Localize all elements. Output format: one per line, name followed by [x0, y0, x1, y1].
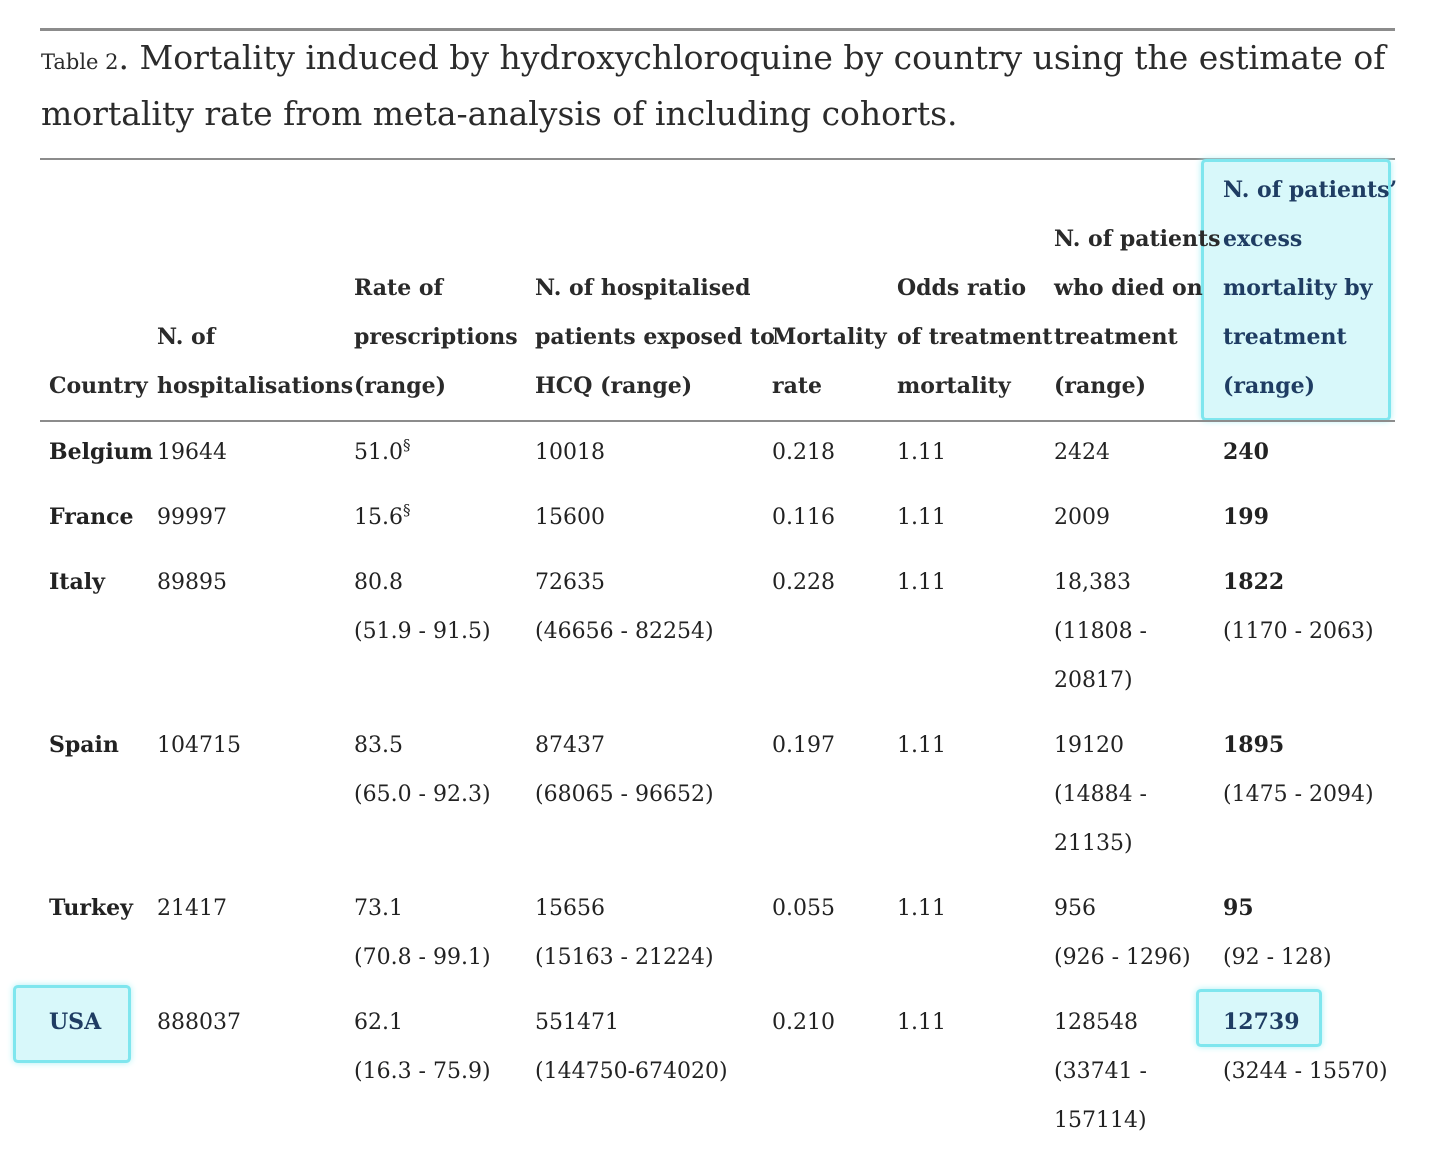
section-footnote-mark: § — [402, 501, 411, 519]
section-footnote-mark: § — [402, 436, 411, 454]
exposed-cell: 72635 (46656 - 82254) — [535, 570, 714, 644]
caption-top-rule — [40, 28, 1395, 31]
died-cell: 19120 (14884 - 21135) — [1054, 733, 1147, 856]
excess-cell: 199 — [1223, 504, 1269, 530]
hospitalisations-cell: 21417 — [157, 896, 227, 921]
mortality-rate-cell: 0.228 — [772, 570, 835, 595]
exposed-cell: 15600 — [535, 505, 605, 530]
header-odds-ratio: Odds ratio of treatment mortality — [897, 275, 1053, 399]
header-top-rule — [40, 158, 1395, 160]
country-cell: France — [49, 504, 134, 530]
hospitalisations-cell: 888037 — [157, 1010, 241, 1035]
odds-ratio-cell: 1.11 — [897, 1010, 946, 1035]
excess-mortality-header-highlight — [1204, 162, 1388, 418]
table-caption: Table 2. Mortality induced by hydroxychl… — [41, 32, 1401, 139]
excess-cell: 240 — [1223, 439, 1269, 465]
header-exposed: N. of hospitalised patients exposed to H… — [535, 275, 775, 399]
mortality-rate-cell: 0.197 — [772, 733, 835, 758]
prescriptions-cell: 62.1 (16.3 - 75.9) — [354, 1010, 491, 1084]
country-cell: Turkey — [49, 895, 133, 921]
exposed-cell: 10018 — [535, 440, 605, 465]
died-cell: 2424 — [1054, 440, 1110, 465]
prescriptions-cell: 83.5 (65.0 - 92.3) — [354, 733, 491, 807]
odds-ratio-cell: 1.11 — [897, 440, 946, 465]
country-cell: Italy — [49, 569, 105, 595]
header-hospitalisations: N. of hospitalisations — [157, 324, 354, 399]
header-excess-mortality: N. of patients’ excess mortality by trea… — [1223, 177, 1398, 399]
mortality-rate-cell: 0.116 — [772, 505, 835, 530]
header-bottom-rule — [40, 420, 1395, 422]
excess-cell: 1895 (1475 - 2094) — [1223, 732, 1374, 807]
usa-country-highlight — [16, 988, 128, 1060]
country-cell: USA — [49, 1009, 102, 1035]
prescriptions-cell: 51.0§ — [354, 436, 411, 466]
caption-text: . Mortality induced by hydroxychloroquin… — [41, 38, 1386, 133]
hospitalisations-cell: 104715 — [157, 733, 241, 758]
hospitalisations-cell: 99997 — [157, 505, 227, 530]
prescriptions-cell: 15.6§ — [354, 501, 411, 531]
died-cell: 956 (926 - 1296) — [1054, 896, 1191, 970]
exposed-cell: 15656 (15163 - 21224) — [535, 896, 714, 970]
country-cell: Belgium — [49, 439, 153, 465]
header-prescriptions: Rate of prescriptions (range) — [354, 275, 518, 399]
table-label: Table 2 — [41, 50, 119, 74]
excess-cell: 12739 (3244 - 15570) — [1223, 1009, 1388, 1084]
exposed-cell: 551471 (144750-674020) — [535, 1010, 728, 1084]
excess-cell: 95 (92 - 128) — [1223, 895, 1332, 970]
mortality-rate-cell: 0.218 — [772, 440, 835, 465]
header-country: Country — [49, 373, 148, 399]
exposed-cell: 87437 (68065 - 96652) — [535, 733, 714, 807]
header-mortality-rate: Mortality rate — [772, 324, 887, 399]
died-cell: 2009 — [1054, 505, 1110, 530]
died-cell: 18,383 (11808 - 20817) — [1054, 570, 1147, 693]
country-cell: Spain — [49, 732, 119, 758]
mortality-rate-cell: 0.055 — [772, 896, 835, 921]
usa-excess-value-highlight — [1199, 992, 1319, 1044]
odds-ratio-cell: 1.11 — [897, 505, 946, 530]
excess-cell: 1822 (1170 - 2063) — [1223, 569, 1374, 644]
hospitalisations-cell: 89895 — [157, 570, 227, 595]
died-cell: 128548 (33741 - 157114) — [1054, 1010, 1147, 1133]
odds-ratio-cell: 1.11 — [897, 570, 946, 595]
mortality-rate-cell: 0.210 — [772, 1010, 835, 1035]
header-died: N. of patients who died on treatment (ra… — [1054, 226, 1221, 399]
hospitalisations-cell: 19644 — [157, 440, 227, 465]
prescriptions-cell: 80.8 (51.9 - 91.5) — [354, 570, 491, 644]
odds-ratio-cell: 1.11 — [897, 733, 946, 758]
prescriptions-cell: 73.1 (70.8 - 99.1) — [354, 896, 491, 970]
odds-ratio-cell: 1.11 — [897, 896, 946, 921]
